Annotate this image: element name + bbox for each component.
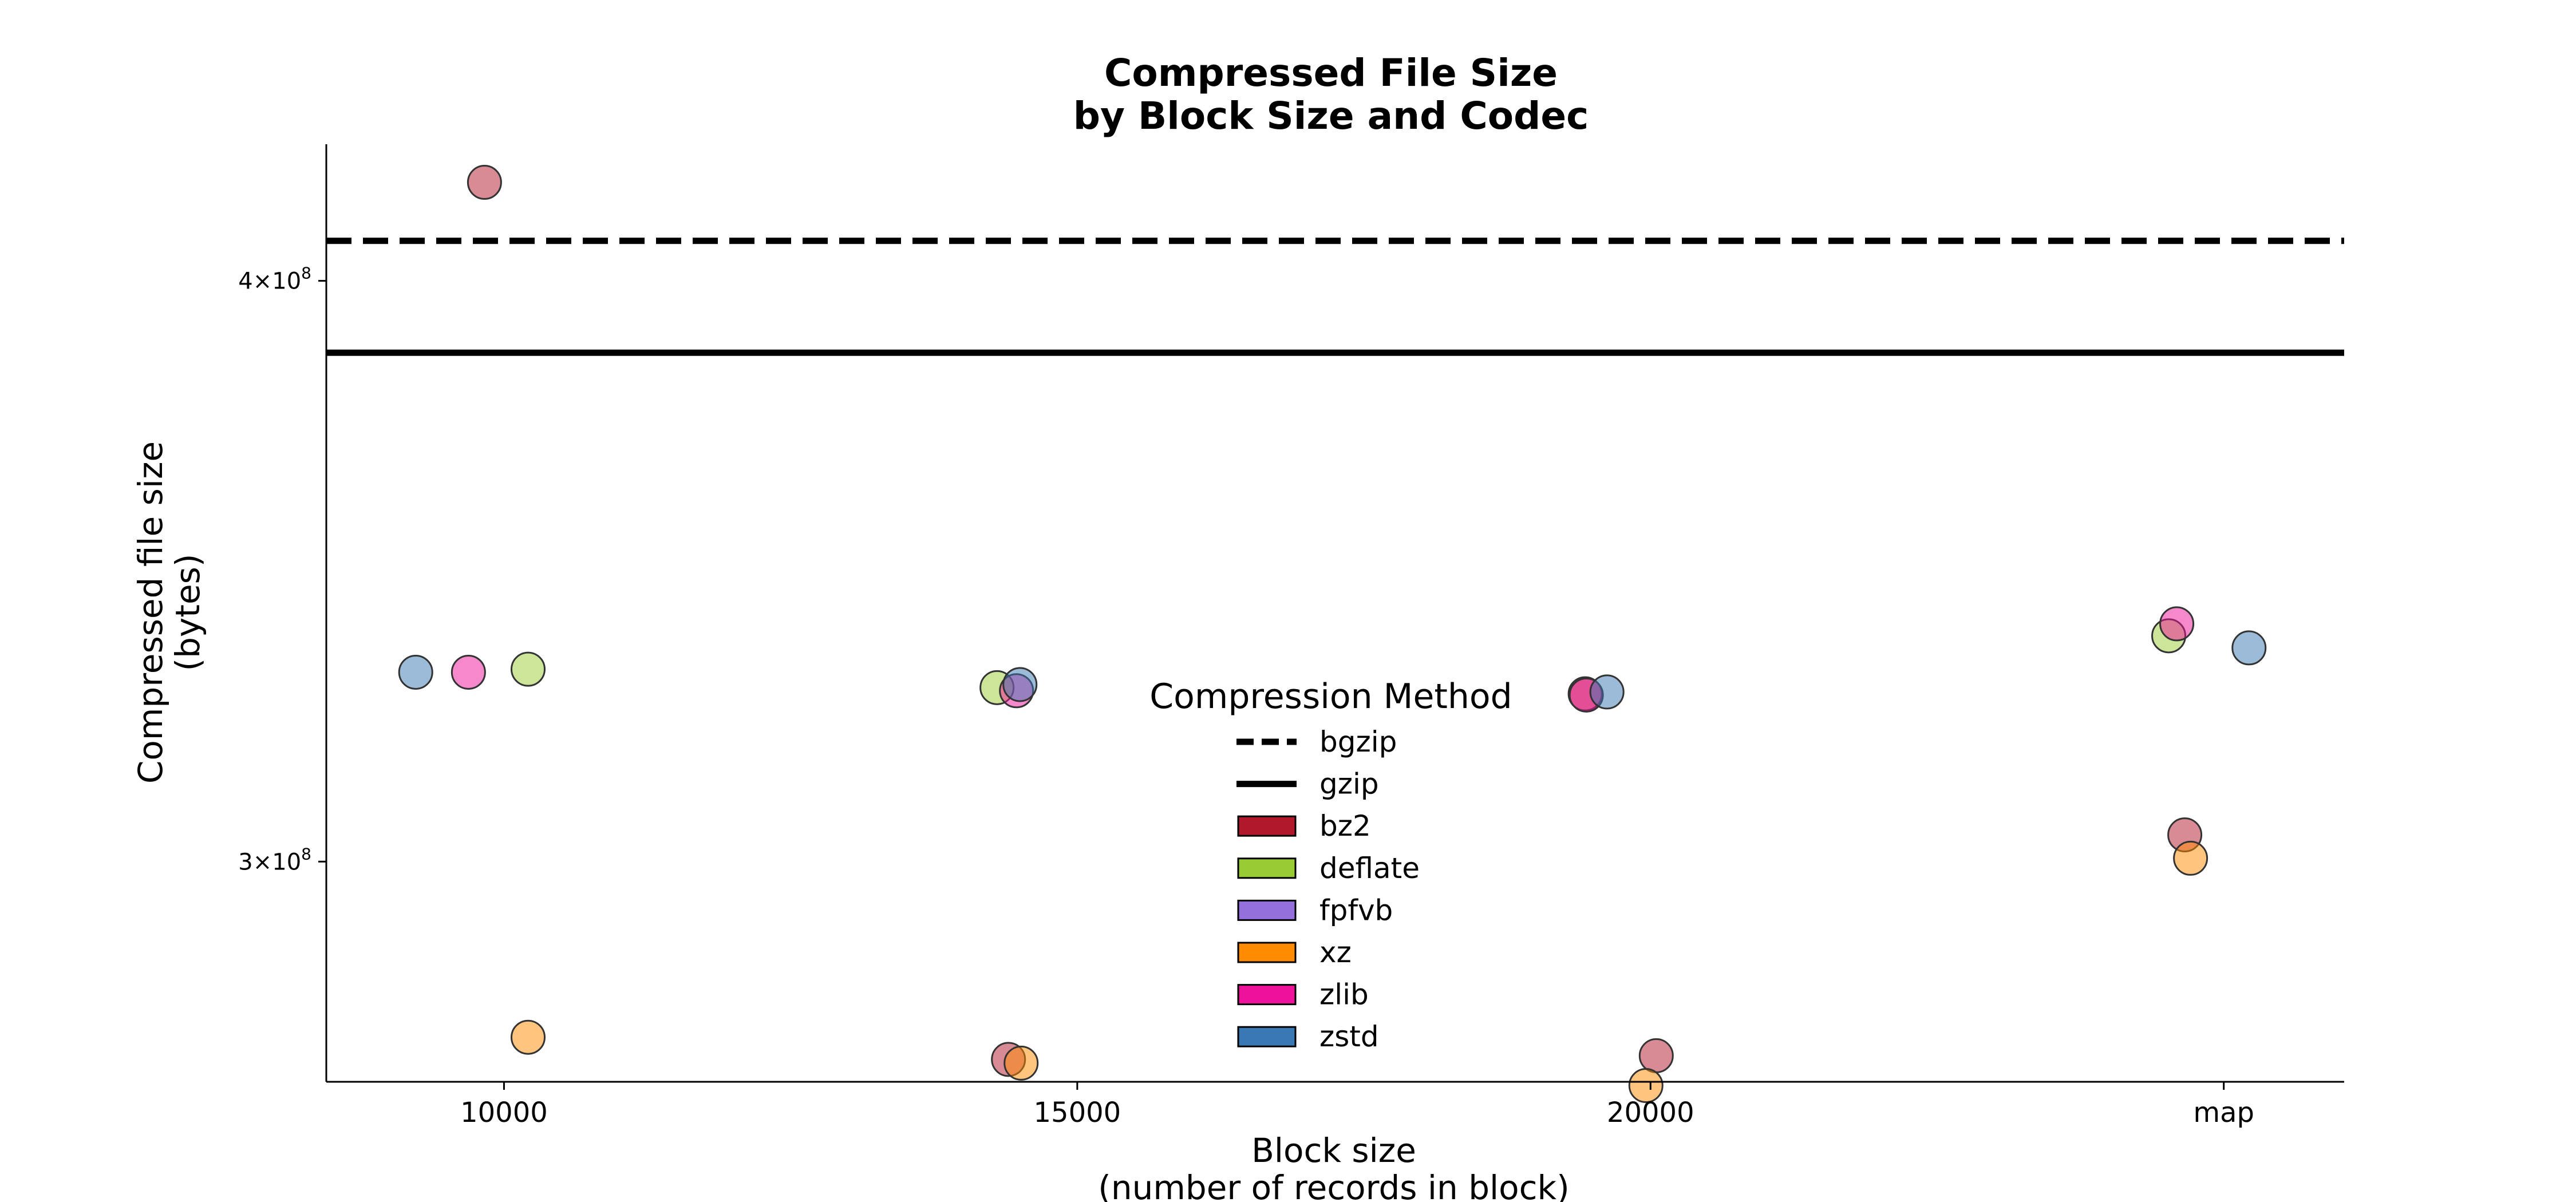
y-axis-label: Compressed file size (bytes) [131, 441, 207, 784]
x-axis-label-line1: Block size [1251, 1131, 1416, 1170]
plot-area [326, 165, 2344, 1104]
point-zstd-1 [1002, 667, 1038, 702]
y-tick-label-1: 4×108 [238, 264, 311, 295]
x-axis-label-line2: (number of records in block) [1098, 1168, 1570, 1202]
legend-swatch-bz2 [1237, 815, 1297, 837]
point-xz-0 [511, 1019, 546, 1055]
legend-label-bgzip: bgzip [1319, 725, 1397, 758]
point-zstd-0 [398, 654, 433, 690]
legend-label-fpfvb: fpfvb [1319, 893, 1393, 927]
x-tick-label-15000: 15000 [1034, 1097, 1121, 1129]
chart-title-line1: Compressed File Size [1104, 51, 1558, 95]
legend-label-bz2: bz2 [1319, 809, 1371, 843]
chart-title-line2: by Block Size and Codec [1073, 94, 1589, 138]
x-tick-label-20000: 20000 [1607, 1097, 1694, 1129]
x-tick-label-10000: 10000 [460, 1097, 548, 1129]
point-xz-2 [1628, 1068, 1664, 1104]
point-deflate-0 [511, 651, 546, 687]
point-zlib-3 [2159, 606, 2195, 642]
legend-label-gzip: gzip [1319, 768, 1379, 801]
y-axis-label-line2: (bytes) [168, 553, 207, 671]
point-xz-1 [1003, 1045, 1039, 1081]
legend-title: Compression Method [1149, 677, 1512, 717]
legend-swatch-deflate [1237, 857, 1297, 879]
legend-swatch-fpfvb [1237, 899, 1297, 921]
legend-swatch-zstd [1237, 1026, 1297, 1047]
point-bz2-0 [467, 165, 502, 200]
x-ticks: 10000 15000 20000 map [460, 1082, 2254, 1129]
legend-label-xz: xz [1319, 936, 1352, 969]
legend-label-deflate: deflate [1319, 852, 1420, 885]
point-bz2-3 [1638, 1038, 1674, 1073]
point-xz-3 [2173, 840, 2208, 876]
point-zstd-3 [2231, 630, 2267, 666]
y-axis-label-line1: Compressed file size [131, 441, 170, 784]
x-tick-label-map: map [2193, 1097, 2254, 1129]
legend-swatch-zlib [1237, 984, 1297, 1006]
legend-swatch-xz [1237, 942, 1297, 963]
point-zlib-0 [451, 654, 486, 690]
y-tick-label-0: 3×108 [238, 844, 311, 875]
y-ticks: 3×108 4×108 [238, 264, 326, 875]
legend: Compression Method bgzip gzip bz2 deflate fpf… [1149, 677, 1512, 1053]
legend-label-zstd: zstd [1319, 1020, 1379, 1053]
point-zstd-2 [1589, 674, 1625, 710]
legend-label-zlib: zlib [1319, 978, 1369, 1011]
